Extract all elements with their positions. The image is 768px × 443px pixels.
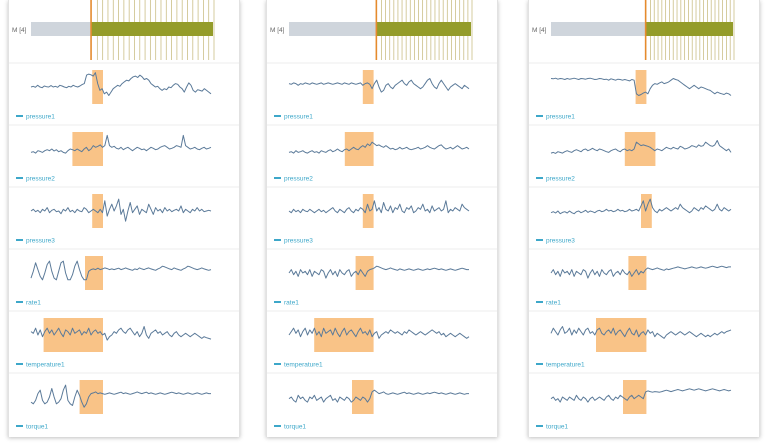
- highlight-window: [79, 380, 103, 414]
- timeline-inactive-bar: [551, 22, 646, 36]
- series-line-temperature1: [288, 327, 470, 339]
- legend-label: pressure3: [26, 237, 55, 244]
- timeline-active-bar: [645, 22, 733, 36]
- timeline-inactive-bar: [289, 22, 377, 36]
- series-line-torque1: [288, 389, 469, 403]
- highlight-window: [635, 70, 647, 104]
- series-line-pressure2: [288, 141, 470, 154]
- chart-panel-3: M [4] pressure1 pressure2 pressure3 rate1 tem…: [528, 0, 760, 437]
- legend-label: torque1: [546, 423, 568, 430]
- series-line-pressure3: [288, 200, 470, 214]
- highlight-window: [314, 318, 374, 352]
- series-line-pressure2: [30, 134, 212, 154]
- series-line-pressure3: [550, 198, 732, 215]
- highlight-window: [362, 194, 374, 228]
- series-line-torque1: [30, 384, 211, 408]
- timeline-label: M [4]: [270, 27, 285, 34]
- chart-panel-1: M [4] pressure1 pressure2 pressure3 rate1 tem…: [8, 0, 240, 437]
- timeline-active-bar: [91, 22, 213, 36]
- highlight-window: [92, 70, 103, 104]
- legend-label: pressure1: [26, 113, 55, 120]
- series-line-pressure1: [288, 78, 470, 93]
- legend-label: temperature1: [284, 361, 323, 368]
- series-line-rate1: [30, 260, 212, 281]
- timeline-label: M [4]: [12, 27, 27, 34]
- series-line-pressure1: [30, 72, 212, 96]
- legend-label: temperature1: [26, 361, 65, 368]
- series-line-temperature1: [550, 326, 732, 339]
- series-line-pressure3: [30, 198, 212, 222]
- legend-label: rate1: [284, 299, 299, 306]
- series-line-rate1: [288, 265, 469, 279]
- highlight-window: [85, 256, 103, 290]
- chart-svg-3: M [4] pressure1 pressure2 pressure3 rate1 tem…: [529, 0, 759, 430]
- legend-label: rate1: [26, 299, 41, 306]
- series-line-temperature1: [30, 326, 212, 341]
- legend-label: rate1: [546, 299, 561, 306]
- legend-label: pressure1: [546, 113, 575, 120]
- highlight-window: [641, 194, 652, 228]
- chart-svg-1: M [4] pressure1 pressure2 pressure3 rate1 tem…: [9, 0, 239, 430]
- timeline-active-bar: [376, 22, 471, 36]
- series-line-pressure1: [550, 77, 732, 96]
- highlight-window: [624, 132, 656, 166]
- legend-label: torque1: [26, 423, 48, 430]
- chart-svg-2: M [4] pressure1 pressure2 pressure3 rate1 tem…: [267, 0, 497, 430]
- legend-label: pressure2: [284, 175, 313, 182]
- legend-label: pressure1: [284, 113, 313, 120]
- chart-panel-2: M [4] pressure1 pressure2 pressure3 rate1 tem…: [266, 0, 498, 437]
- legend-label: pressure2: [26, 175, 55, 182]
- legend-label: pressure3: [546, 237, 575, 244]
- timeline-label: M [4]: [532, 27, 547, 34]
- legend-label: pressure2: [546, 175, 575, 182]
- legend-label: temperature1: [546, 361, 585, 368]
- series-line-torque1: [550, 388, 732, 403]
- highlight-window: [92, 194, 103, 228]
- timeline-inactive-bar: [31, 22, 92, 36]
- legend-label: torque1: [284, 423, 306, 430]
- highlight-window: [623, 380, 647, 414]
- series-line-rate1: [550, 265, 731, 279]
- series-line-pressure2: [550, 140, 732, 154]
- highlight-window: [362, 70, 374, 104]
- legend-label: pressure3: [284, 237, 313, 244]
- highlight-window: [355, 256, 374, 290]
- highlight-window: [43, 318, 103, 352]
